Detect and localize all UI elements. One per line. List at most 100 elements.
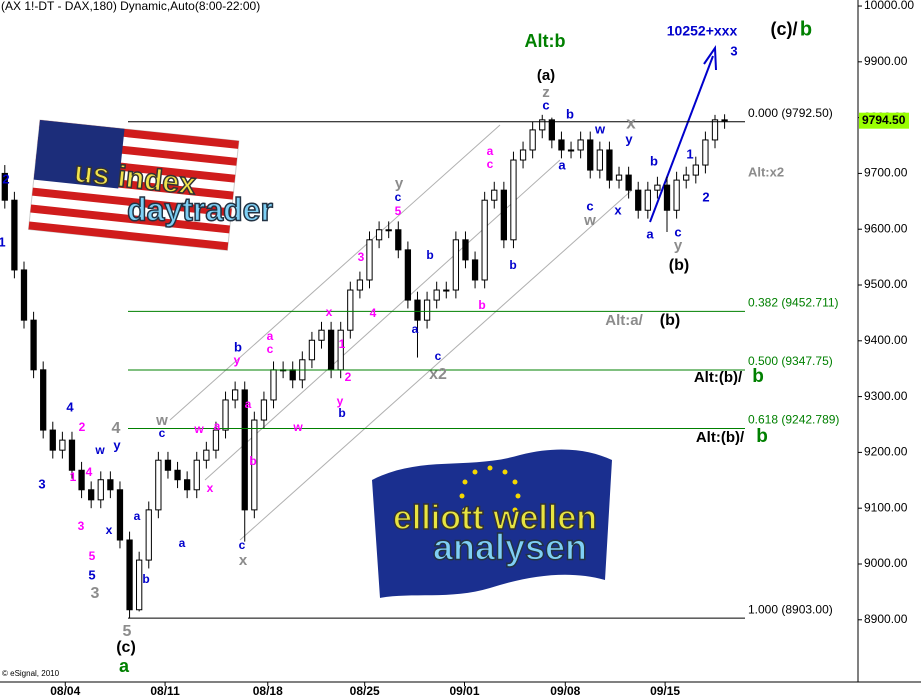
candle-body	[529, 129, 536, 151]
wave-label: w	[193, 422, 204, 436]
wave-label: 4	[66, 399, 74, 414]
candle-body	[203, 449, 210, 461]
wave-label: (a)	[537, 67, 555, 84]
wave-label: 3	[38, 476, 45, 491]
x-tick-label: 09/08	[550, 684, 580, 698]
us-logo	[27, 119, 240, 251]
candle-body	[155, 459, 162, 511]
wave-label: c	[395, 190, 402, 204]
candle-body	[491, 189, 498, 201]
wave-label: 5	[395, 204, 402, 218]
wave-label: b	[800, 18, 812, 40]
wave-label: x	[614, 202, 622, 217]
wave-label: (c)/	[771, 19, 798, 39]
candle-body	[385, 229, 392, 232]
wave-label: c	[542, 97, 549, 112]
wave-label: b	[752, 366, 764, 387]
x-tick-label: 09/15	[650, 684, 680, 698]
channel-line	[239, 189, 633, 541]
wave-label: 2	[79, 420, 86, 434]
y-tick-label: 10000.00	[864, 0, 914, 12]
wave-label: a	[487, 144, 494, 158]
wave-label: c	[267, 342, 274, 356]
wave-label: 1	[70, 470, 77, 484]
wave-label: b	[338, 406, 345, 420]
candle-body	[97, 479, 104, 501]
candle-body	[558, 139, 565, 151]
candle-body	[260, 399, 268, 421]
projection-arrow	[649, 44, 717, 223]
wave-label: 4	[86, 465, 93, 479]
wave-label: b	[142, 572, 149, 586]
candle-body	[567, 149, 575, 152]
wave-label: b	[756, 426, 768, 447]
candle-body	[510, 159, 517, 241]
candle-body	[174, 469, 181, 481]
wave-label: a	[267, 329, 274, 343]
y-tick-label: 9300.00	[864, 389, 908, 403]
wave-label: 4	[370, 306, 377, 320]
wave-label: x	[207, 481, 214, 495]
wave-label: Alt:(b)/	[696, 429, 745, 446]
candle-body	[471, 259, 479, 281]
candle-body	[20, 269, 28, 321]
candle-body	[40, 369, 47, 431]
candle-body	[164, 459, 172, 471]
last-price-tag	[859, 112, 909, 129]
candle-body	[452, 239, 460, 291]
candle-body	[136, 559, 143, 611]
wave-label: y	[395, 175, 404, 192]
y-tick-label: 8900.00	[864, 612, 908, 626]
wave-label: y	[625, 131, 633, 146]
wave-label: a	[179, 536, 186, 550]
wave-label: 1	[686, 146, 693, 161]
candle-body	[596, 149, 603, 171]
logo-text: elliott wellen	[393, 499, 597, 537]
wave-label: w	[292, 420, 303, 434]
candle-body	[366, 239, 373, 281]
candle-body	[711, 119, 719, 141]
wave-label: Alt:b	[525, 31, 566, 51]
candle-body	[30, 319, 37, 371]
candle-body	[500, 189, 507, 241]
fib-label: 0.618 (9242.789)	[748, 413, 839, 427]
wave-label: x	[626, 113, 636, 132]
wave-label: y	[113, 437, 121, 452]
y-tick-label: 9000.00	[864, 556, 908, 570]
candle-body	[145, 509, 152, 561]
x-tick-label: 08/11	[150, 684, 180, 698]
candle-body	[126, 539, 133, 611]
candle-body	[606, 149, 613, 181]
wave-label: w	[583, 212, 596, 229]
wave-label: 5	[88, 567, 95, 582]
candle-body	[78, 469, 85, 491]
y-tick-label: 9500.00	[864, 277, 908, 291]
canton	[33, 120, 125, 189]
wave-label: Alt:x2	[748, 164, 784, 179]
wave-label: 1	[339, 337, 346, 351]
wave-label: a	[214, 419, 221, 433]
candle-body	[88, 489, 95, 501]
wave-label: z	[542, 84, 550, 101]
wave-label: a	[245, 397, 252, 411]
candle-body	[308, 339, 316, 361]
wave-label: b	[509, 258, 516, 272]
arrow-line	[649, 55, 714, 223]
wave-label: c	[435, 349, 442, 363]
candle-body	[721, 119, 728, 122]
wave-label: (b)	[669, 257, 689, 274]
wave-label: y	[337, 394, 344, 408]
wave-label: y	[674, 237, 683, 254]
y-tick-label: 9900.00	[864, 54, 908, 68]
candle-body	[462, 239, 469, 261]
candle-body	[548, 119, 555, 141]
wave-label: a	[646, 226, 654, 241]
y-tick-label: 9400.00	[864, 333, 908, 347]
y-tick-label: 9700.00	[864, 166, 908, 180]
wave-label: (b)	[660, 312, 680, 329]
wave-label: c	[586, 198, 593, 213]
candle-body	[577, 139, 584, 151]
candle-body	[68, 439, 76, 471]
wave-label: y	[234, 353, 241, 367]
